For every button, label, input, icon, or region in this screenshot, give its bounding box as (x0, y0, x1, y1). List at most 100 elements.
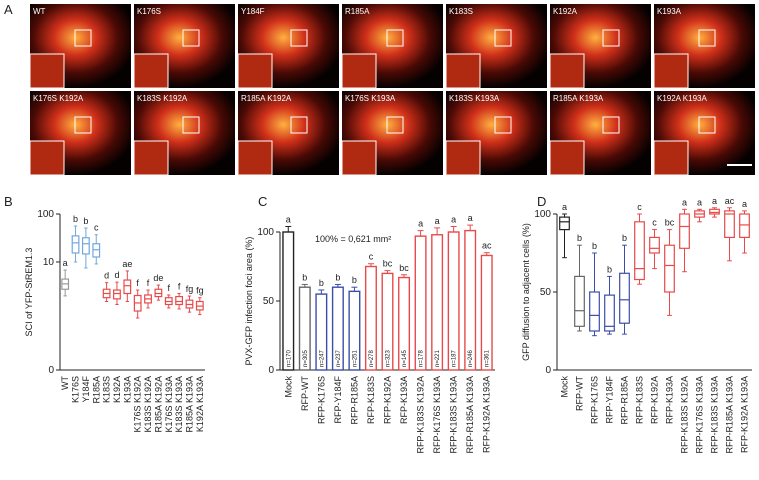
x-tick-label: RFP-K183S K192A (680, 376, 690, 454)
group-letter: a (451, 214, 456, 224)
panel-label: C (258, 194, 267, 209)
zoom-box (698, 116, 716, 134)
x-tick-label: RFP-R185A (620, 376, 630, 425)
y-tick-label: 100 (534, 209, 551, 220)
y-tick-label: 0 (545, 365, 551, 376)
group-letter: d (104, 271, 109, 281)
inset (549, 53, 585, 89)
inset (237, 53, 273, 89)
group-letter: a (435, 216, 440, 226)
group-letter: a (682, 197, 687, 207)
x-tick-label: K183S K192A (143, 376, 153, 433)
group-letter: b (607, 264, 612, 274)
image-label: K183S (449, 7, 473, 16)
box (154, 288, 163, 298)
group-letter: b (577, 233, 582, 243)
box (123, 279, 132, 295)
image-label: K183S K193A (449, 94, 500, 103)
x-tick-label: R185A K192A (153, 376, 163, 433)
x-tick-label: RFP-K192A K193A (740, 376, 750, 453)
inset (341, 140, 377, 176)
x-tick-label: R185A K193A (184, 376, 194, 433)
group-letter: fg (196, 286, 204, 296)
group-letter: b (319, 278, 324, 288)
n-label: n=323 (386, 349, 392, 367)
image-label: K176S K193A (345, 94, 396, 103)
x-tick-label: RFP-K176S K193A (432, 376, 442, 454)
group-letter: f (136, 278, 139, 288)
y-tick-label: 100 (37, 209, 54, 220)
x-tick-label: Mock (283, 376, 293, 398)
box (81, 237, 90, 255)
inset (341, 53, 377, 89)
bar (282, 231, 295, 371)
x-tick-label: K176S K193A (164, 376, 174, 433)
zoom-box (602, 29, 620, 47)
image-label: K183S K192A (137, 94, 188, 103)
y-tick-label: 50 (540, 287, 552, 298)
group-letter: b (592, 241, 597, 251)
box (634, 221, 645, 281)
x-tick-label: RFP-R185A K193A (725, 376, 735, 454)
group-letter: f (178, 282, 181, 292)
n-label: n=237 (336, 349, 342, 367)
bar (464, 229, 477, 371)
y-tick-label: 100 (257, 227, 274, 238)
zoom-box (74, 116, 92, 134)
bar (414, 235, 427, 371)
x-tick-label: K183S K193A (174, 376, 184, 433)
group-letter: a (286, 214, 291, 224)
box (709, 208, 720, 215)
group-letter: a (468, 213, 473, 223)
inset (653, 53, 689, 89)
inset (653, 140, 689, 176)
group-letter: c (94, 223, 99, 233)
box (71, 235, 80, 254)
group-letter: ac (482, 241, 492, 251)
inset (29, 140, 65, 176)
inset (29, 53, 65, 89)
group-letter: b (83, 216, 88, 226)
image-label: R185A K192A (241, 94, 292, 103)
group-letter: bc (383, 259, 393, 269)
zoom-box (386, 116, 404, 134)
box (589, 291, 600, 332)
x-tick-label: RFP-K193A (399, 376, 409, 424)
x-tick-label: RFP-K176S (590, 376, 600, 424)
n-label: n=170 (286, 349, 292, 367)
x-tick-label: RFP-Y184F (605, 375, 615, 423)
x-tick-label: RFP-WT (575, 376, 585, 411)
box (619, 272, 630, 324)
image-label: Y184F (241, 7, 265, 16)
box (92, 243, 101, 258)
image-label: R185A (345, 7, 370, 16)
zoom-box (386, 29, 404, 47)
annotation: 100% = 0,621 mm² (315, 234, 391, 244)
x-tick-label: RFP-K183S K193A (710, 376, 720, 454)
box (739, 213, 750, 238)
x-tick-label: Mock (560, 376, 570, 398)
group-letter: b (352, 275, 357, 285)
inset (445, 140, 481, 176)
panel-label: D (537, 194, 546, 209)
n-label: n=145 (402, 349, 408, 367)
x-tick-label: RFP-Y184F (333, 375, 343, 423)
panel-label: A (4, 2, 13, 17)
x-tick-label: RFP-K183S K193A (449, 376, 459, 454)
group-letter: d (114, 270, 119, 280)
inset (133, 53, 169, 89)
group-letter: de (153, 273, 163, 283)
group-letter: b (335, 272, 340, 282)
group-letter: c (637, 202, 642, 212)
zoom-box (290, 116, 308, 134)
group-letter: a (63, 258, 68, 268)
x-tick-label: K192A (112, 376, 122, 403)
box (724, 210, 735, 239)
group-letter: fg (186, 284, 194, 294)
group-letter: c (652, 218, 657, 228)
n-label: n=278 (369, 349, 375, 367)
group-letter: b (622, 233, 627, 243)
group-letter: b (302, 272, 307, 282)
inset (237, 140, 273, 176)
